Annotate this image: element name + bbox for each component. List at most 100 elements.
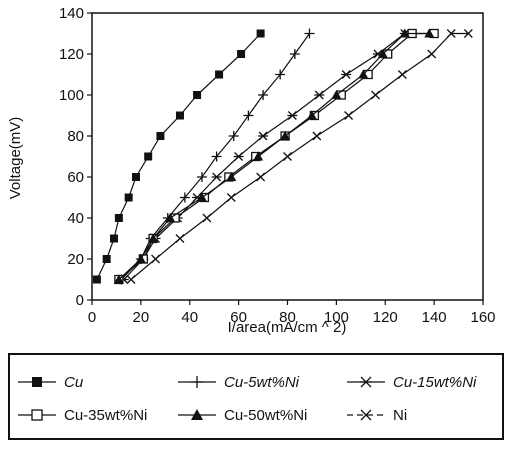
series-line [130,32,469,280]
data-point [371,90,380,100]
legend-marker [191,376,203,388]
data-point [211,172,222,182]
data-point [258,131,269,141]
legend-label: Cu-5wt%Ni [224,374,300,391]
data-point [397,70,407,79]
data-point [463,29,473,38]
legend-label: Cu-35wt%Ni [64,407,147,424]
data-point [179,192,190,203]
series-layer [92,28,473,285]
data-point [287,111,298,120]
series-cu-35wt-ni [114,28,439,285]
series-line [123,33,406,280]
y-tick-label: 0 [76,292,84,309]
x-tick-label: 0 [88,309,96,326]
legend-label: Cu [64,374,84,391]
data-point [344,111,354,120]
x-tick-label: 40 [181,309,198,326]
x-tick-label: 20 [133,309,150,326]
series-line [118,32,435,280]
legend-marker [191,409,203,420]
data-point [148,233,159,243]
data-point [243,110,254,121]
data-point [289,49,300,59]
data-point [124,193,133,202]
data-point [314,90,325,100]
data-point [92,275,101,284]
data-point [102,255,111,263]
x-tick-label: 120 [373,309,398,326]
legend-label: Ni [393,407,407,424]
data-point [306,110,317,120]
data-point [258,90,269,100]
data-point [256,29,265,38]
legend-marker [360,376,372,388]
data-point [151,254,160,264]
data-point [175,234,185,243]
legend-entry: Cu-35wt%Ni [18,407,147,424]
data-point [126,275,136,284]
data-point [358,69,369,79]
data-point [256,172,266,182]
data-point [165,213,176,222]
y-tick-label: 60 [67,169,84,186]
data-point [211,151,222,162]
data-point [399,28,410,38]
data-point [228,131,239,141]
data-point [109,234,118,243]
y-tick-label: 140 [59,5,84,22]
data-point [193,91,202,99]
data-point [156,132,165,140]
data-point [114,214,123,222]
y-tick-label: 120 [59,46,84,63]
data-point [233,152,244,161]
data-point [377,49,388,58]
y-tick-label: 20 [67,251,84,268]
chart-plot: 0 20 40 60 80 100 120 140 0 20 40 60 80 100 120 140 160… [7,5,496,336]
y-tick-label: 80 [67,128,84,145]
legend-label: Cu-50wt%Ni [224,407,307,424]
data-point [196,192,207,202]
data-point [196,172,207,182]
legend-marker [31,409,43,421]
data-point [283,152,292,161]
legend-entry: Cu-5wt%Ni [178,374,300,391]
y-tick-label: 40 [67,210,84,227]
series-cu [92,29,265,284]
legend: Cu Cu-5wt%Ni Cu-15wt%Ni Cu-35wt%Ni Cu-50wt%N… [8,353,504,440]
data-point [215,70,224,79]
legend-marker [32,377,42,387]
legend-entry: Cu-15wt%Ni [347,374,477,391]
data-point [144,152,153,161]
data-point [312,131,322,141]
x-tick-label: 160 [470,309,495,326]
data-point [341,70,352,79]
legend-entry: Cu [18,374,84,391]
legend-entry: Cu-50wt%Ni [178,407,307,424]
data-point [253,151,264,161]
data-point [331,90,342,99]
y-tick-label: 100 [59,87,84,104]
series-cu-50wt-ni [113,28,435,284]
data-point [280,131,291,140]
data-point [446,29,456,38]
data-point [275,69,286,80]
data-point [131,173,140,181]
data-point [424,28,435,38]
data-point [113,274,124,284]
data-point [226,193,236,202]
data-point [304,28,315,39]
series-cu-15wt-ni [118,29,410,284]
data-point [226,172,237,181]
x-tick-label: 80 [279,309,296,326]
x-axis: 0 20 40 60 80 100 120 140 160 [88,300,496,326]
data-point [427,49,437,59]
x-tick-label: 60 [230,309,247,326]
data-point [202,213,212,223]
legend-label: Cu-15wt%Ni [393,374,477,391]
series-ni [126,29,473,284]
legend-marker [360,409,372,421]
legend-entry: Ni [347,407,407,424]
x-tick-label: 100 [324,309,349,326]
